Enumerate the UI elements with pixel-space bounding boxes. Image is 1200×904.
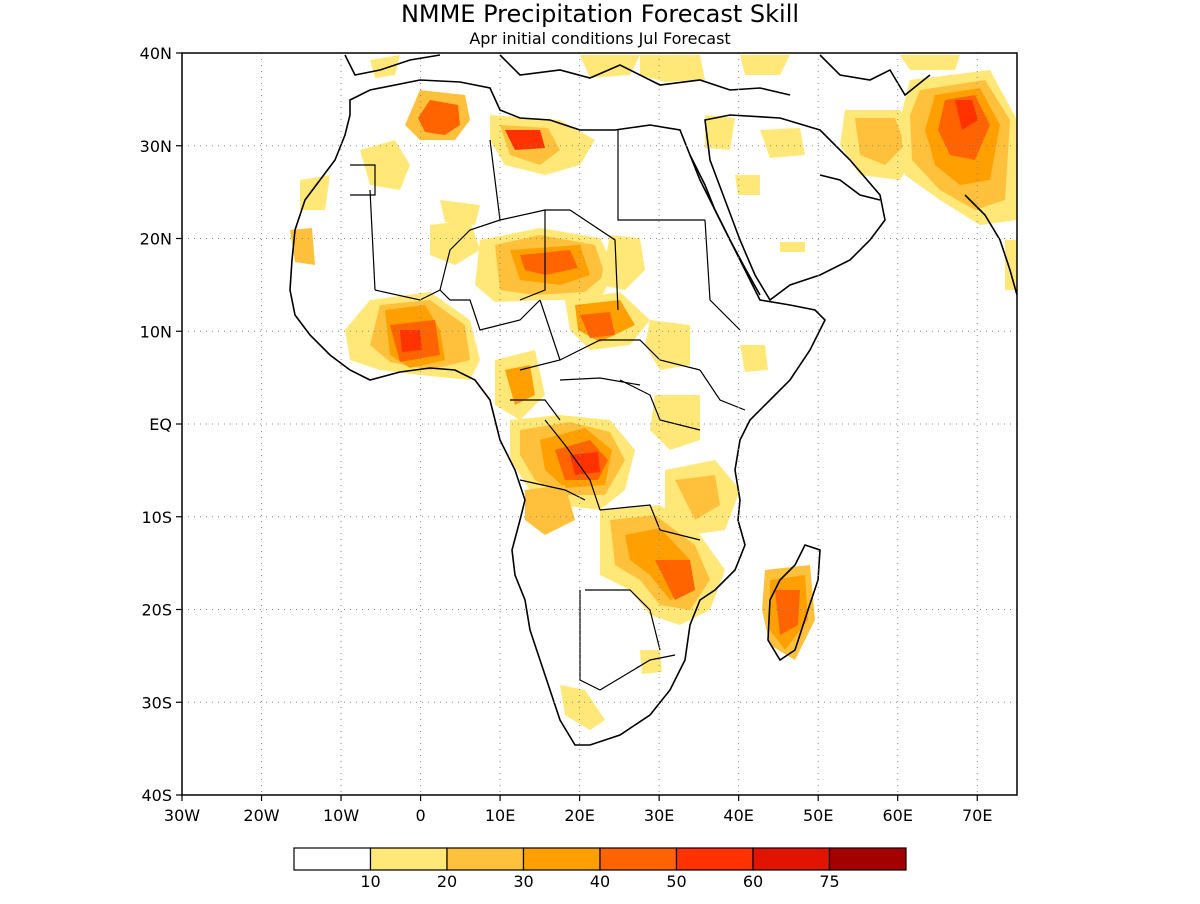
coastline-outlines — [289, 54, 1017, 746]
colorbar-tick-label: 40 — [590, 872, 610, 891]
lon-tick-label: 10E — [485, 806, 515, 825]
colorbar-tick-label: 10 — [360, 872, 380, 891]
colorbar-legend: 10 20 30 40 50 60 75 — [293, 847, 907, 891]
lon-tick-label: 70E — [962, 806, 992, 825]
colorbar-swatch — [522, 847, 601, 871]
lat-tick-label: 30S — [141, 693, 172, 712]
skill-blob-sahel — [290, 175, 645, 302]
lat-tick-label: 10N — [140, 322, 172, 341]
lon-tick-label: 0 — [415, 806, 425, 825]
persian-gulf-coastline — [819, 174, 881, 201]
skill-blob-sahara — [360, 55, 595, 190]
lon-tick-label: 40E — [723, 806, 753, 825]
lat-tick-label: 20S — [141, 601, 172, 620]
lon-tick-label: 50E — [803, 806, 833, 825]
arabia-coastline — [704, 114, 886, 302]
lon-tick-label: 20W — [243, 806, 279, 825]
colorbar-tick-label: 30 — [513, 872, 533, 891]
colorbar-swatch — [752, 847, 831, 871]
colorbar-swatch — [369, 847, 448, 871]
colorbar-tick-label: 60 — [743, 872, 763, 891]
skill-blob-gulf-of-guinea — [345, 292, 768, 420]
colorbar-swatch — [828, 847, 907, 871]
skill-blob-congo — [510, 395, 740, 535]
lat-tick-label: 40N — [140, 44, 172, 63]
red-sea-coastline — [689, 154, 761, 296]
colorbar-swatch — [446, 847, 525, 871]
colorbar-tick-label: 50 — [666, 872, 686, 891]
africa-coastline — [289, 79, 826, 746]
skill-blob-middle-east-asia — [580, 55, 1017, 290]
colorbar-swatch — [675, 847, 754, 871]
lon-tick-label: 30W — [164, 806, 200, 825]
colorbar-swatch — [293, 847, 372, 871]
lon-tick-label: 20E — [564, 806, 594, 825]
lat-tick-label: 40S — [141, 786, 172, 805]
europe-coastline — [344, 54, 791, 96]
lat-tick-label: 30N — [140, 137, 172, 156]
lon-tick-label: 30E — [644, 806, 674, 825]
lat-tick-label: EQ — [149, 415, 172, 434]
grid-lines — [182, 53, 1017, 795]
lon-tick-label: 60E — [882, 806, 912, 825]
colorbar-tick-label: 75 — [819, 872, 839, 891]
colorbar-tick-label: 20 — [437, 872, 457, 891]
caspian-coastline — [819, 54, 931, 97]
country-border-n-africa — [350, 130, 746, 691]
lat-tick-label: 20N — [140, 230, 172, 249]
map-subtitle: Apr initial conditions Jul Forecast — [469, 29, 730, 48]
india-coastline — [964, 194, 1017, 296]
map-title: NMME Precipitation Forecast Skill — [401, 0, 799, 28]
latitude-axis: 40N 30N 20N 10N EQ 10S 20S 30S 40S — [140, 44, 182, 805]
skill-shading — [290, 55, 1017, 730]
skill-blob-southern-africa — [560, 505, 815, 730]
longitude-axis: 30W 20W 10W 0 10E 20E 30E 40E 50E 60E 70E — [164, 795, 992, 825]
colorbar-swatch — [599, 847, 678, 871]
lat-tick-label: 10S — [141, 508, 172, 527]
lon-tick-label: 10W — [323, 806, 359, 825]
